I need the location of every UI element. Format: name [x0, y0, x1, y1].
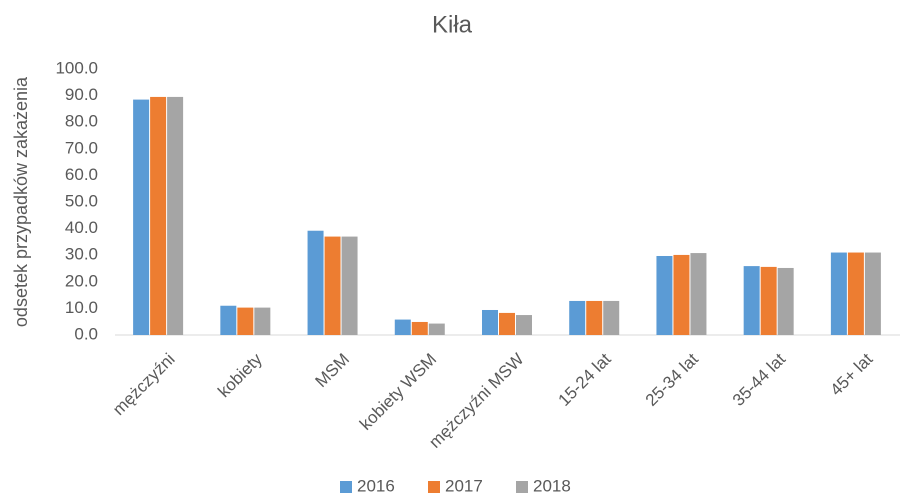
x-tick-label: 15-24 lat	[554, 349, 614, 409]
y-tick-label: 10.0	[65, 298, 98, 317]
bar	[847, 252, 864, 335]
bar	[150, 96, 167, 336]
legend-swatch	[428, 481, 440, 493]
bar	[428, 323, 445, 335]
bar	[690, 253, 707, 335]
y-tick-label: 60.0	[65, 165, 98, 184]
y-axis-label: odsetek przypadków zakażenia	[11, 76, 31, 327]
legend-label: 2016	[357, 476, 395, 495]
bar	[341, 236, 358, 335]
x-tick-label: MSM	[312, 350, 353, 391]
bar	[167, 96, 184, 336]
y-tick-label: 90.0	[65, 85, 98, 104]
bar	[586, 300, 603, 335]
x-tick-label: mężczyźni	[109, 350, 179, 420]
y-tick-label: 20.0	[65, 271, 98, 290]
bar	[760, 266, 777, 335]
y-tick-label: 70.0	[65, 138, 98, 157]
bar	[656, 255, 673, 335]
bar	[603, 300, 620, 335]
bar	[777, 267, 794, 335]
bar	[743, 266, 760, 335]
bar	[482, 309, 498, 335]
chart-title: Kiła	[432, 11, 473, 38]
x-tick-label: kobiety	[214, 349, 266, 401]
x-tick-label: 35-44 lat	[729, 349, 789, 409]
bar	[237, 307, 254, 335]
bar	[220, 305, 237, 335]
y-tick-label: 40.0	[65, 218, 98, 237]
bar	[307, 230, 324, 335]
y-tick-label: 80.0	[65, 112, 98, 131]
bar	[830, 252, 847, 335]
y-tick-label: 30.0	[65, 245, 98, 264]
bar	[864, 252, 881, 335]
bar	[516, 315, 532, 335]
bar	[411, 321, 428, 335]
bar	[499, 312, 515, 335]
legend-label: 2017	[445, 476, 483, 495]
legend-label: 2018	[533, 476, 571, 495]
y-tick-label: 0.0	[74, 324, 98, 343]
x-tick-label: 45+ lat	[827, 349, 877, 399]
bar	[324, 236, 341, 335]
x-tick-label: 25-34 lat	[642, 349, 702, 409]
bar	[133, 99, 150, 335]
bar	[254, 307, 271, 335]
bar	[673, 254, 690, 335]
legend-swatch	[516, 481, 528, 493]
bar	[569, 300, 586, 335]
bar	[394, 319, 411, 335]
legend-swatch	[340, 481, 352, 493]
x-tick-label: kobiety WSM	[356, 350, 440, 434]
x-tick-label: mężczyźni MSW	[425, 350, 527, 452]
y-tick-label: 50.0	[65, 191, 98, 210]
y-tick-label: 100.0	[55, 58, 98, 77]
